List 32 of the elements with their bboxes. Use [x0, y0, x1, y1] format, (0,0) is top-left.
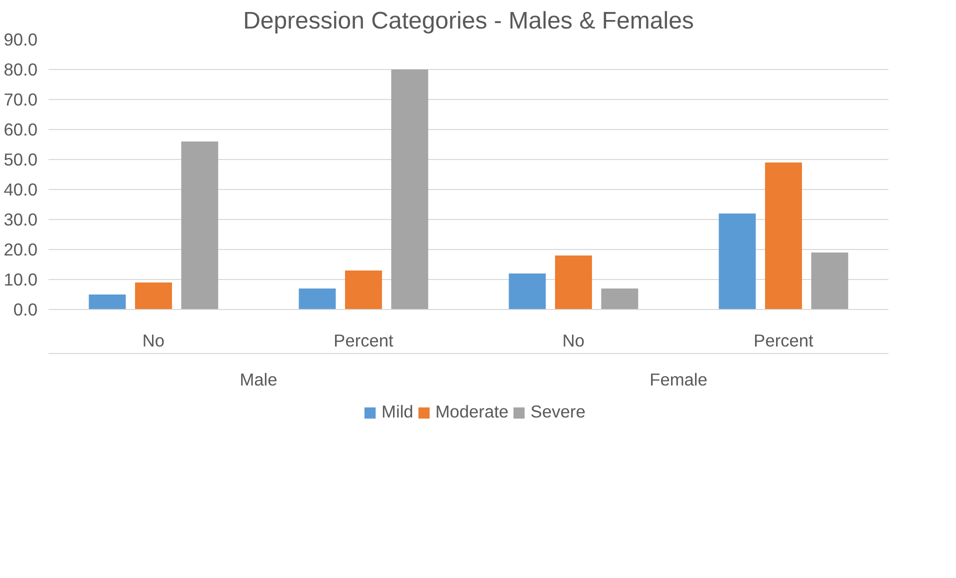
bar — [765, 162, 802, 310]
legend-label: Moderate — [435, 402, 509, 422]
chart-title: Depression Categories - Males & Females — [243, 8, 694, 34]
bar — [345, 270, 382, 310]
x-tick-label: No — [142, 330, 165, 350]
bar — [811, 252, 848, 310]
y-tick-label: 90.0 — [4, 30, 38, 50]
y-tick-label: 50.0 — [4, 150, 38, 170]
y-tick-label: 20.0 — [4, 240, 38, 260]
bar — [601, 288, 638, 310]
y-tick-label: 80.0 — [4, 60, 38, 80]
y-tick-label: 0.0 — [13, 300, 38, 320]
x-tick-label: No — [562, 330, 585, 350]
x-tick-label: Percent — [334, 330, 394, 350]
y-tick-label: 60.0 — [4, 120, 38, 140]
y-tick-label: 30.0 — [4, 210, 38, 230]
y-tick-label: 10.0 — [4, 270, 38, 290]
x-tick-label: Percent — [754, 330, 814, 350]
bar — [391, 70, 428, 310]
bar — [181, 142, 218, 310]
text: Male — [240, 370, 278, 390]
bar — [555, 256, 592, 310]
y-tick-label: 40.0 — [4, 180, 38, 200]
y-tick-label: 70.0 — [4, 90, 38, 110]
bar — [298, 288, 336, 310]
bar — [718, 214, 756, 310]
bar — [88, 294, 126, 310]
bar — [135, 282, 172, 310]
text: Female — [650, 370, 708, 390]
legend-label: Severe — [530, 402, 586, 422]
bar — [508, 274, 546, 310]
legend-label: Mild — [382, 402, 414, 422]
